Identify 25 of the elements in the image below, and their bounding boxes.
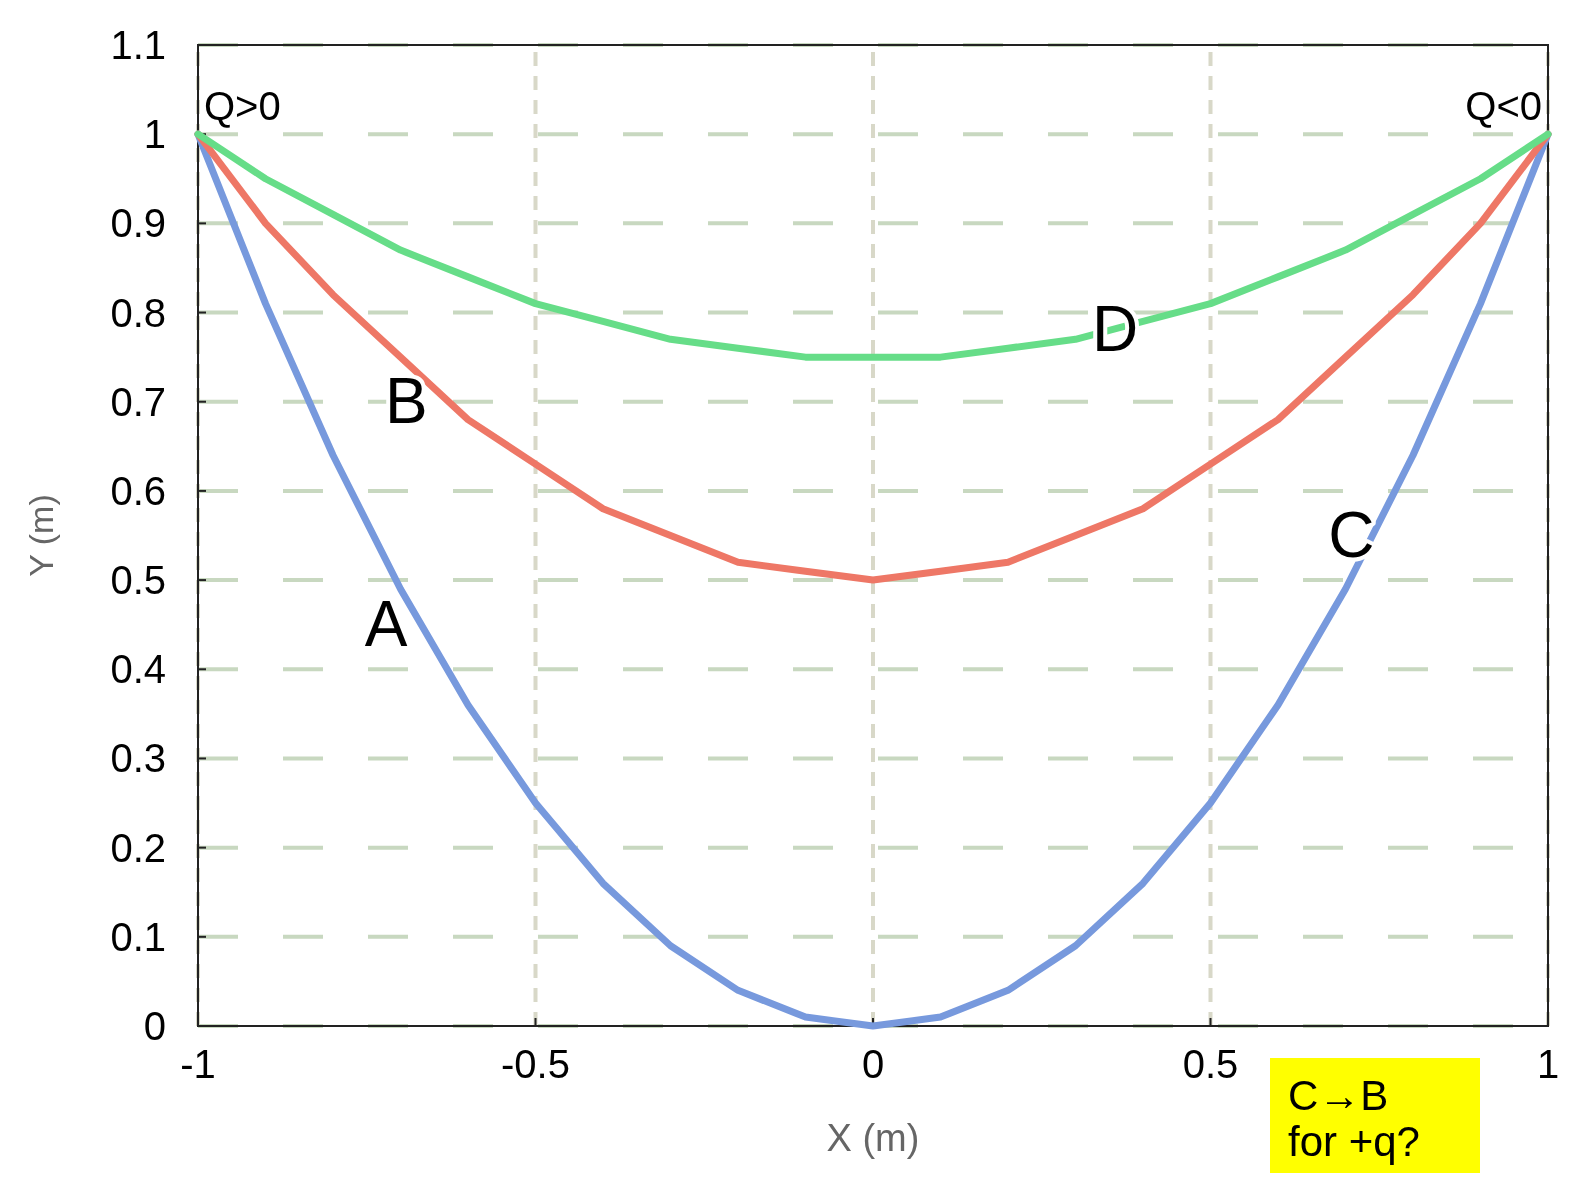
y-tick-label: 0.9 [110,201,166,246]
y-tick-label: 0.2 [110,825,166,870]
y-tick-label: 0.5 [110,558,166,603]
y-tick-label: 1 [143,112,166,157]
y-tick-label: 0 [143,1004,166,1048]
annotation: B [384,364,428,437]
x-axis-title: X (m) [826,1117,920,1159]
y-tick-label: 0.8 [110,290,166,335]
y-tick-label: 1.1 [110,23,166,67]
y-tick-label: 0.7 [110,379,166,424]
annotation: Q>0 [204,84,281,129]
y-tick-label: 0.4 [110,647,166,692]
x-tick-label: 1 [1536,1042,1560,1086]
annotation: C [1328,498,1375,571]
x-tick-label: 0 [861,1042,885,1086]
y-tick-label: 0.1 [110,914,166,959]
y-axis-title: Y (m) [22,494,60,577]
y-tick-label: 0.6 [110,468,166,513]
annotation: A [364,587,408,660]
x-tick-label: 0.5 [1182,1042,1239,1086]
x-tick-label: -0.5 [501,1042,570,1086]
annotation: Q<0 [1465,84,1542,129]
text: C→B for +q? [1288,1072,1420,1165]
x-tick-label: -1 [180,1042,216,1086]
y-tick-label: 0.3 [110,736,166,781]
